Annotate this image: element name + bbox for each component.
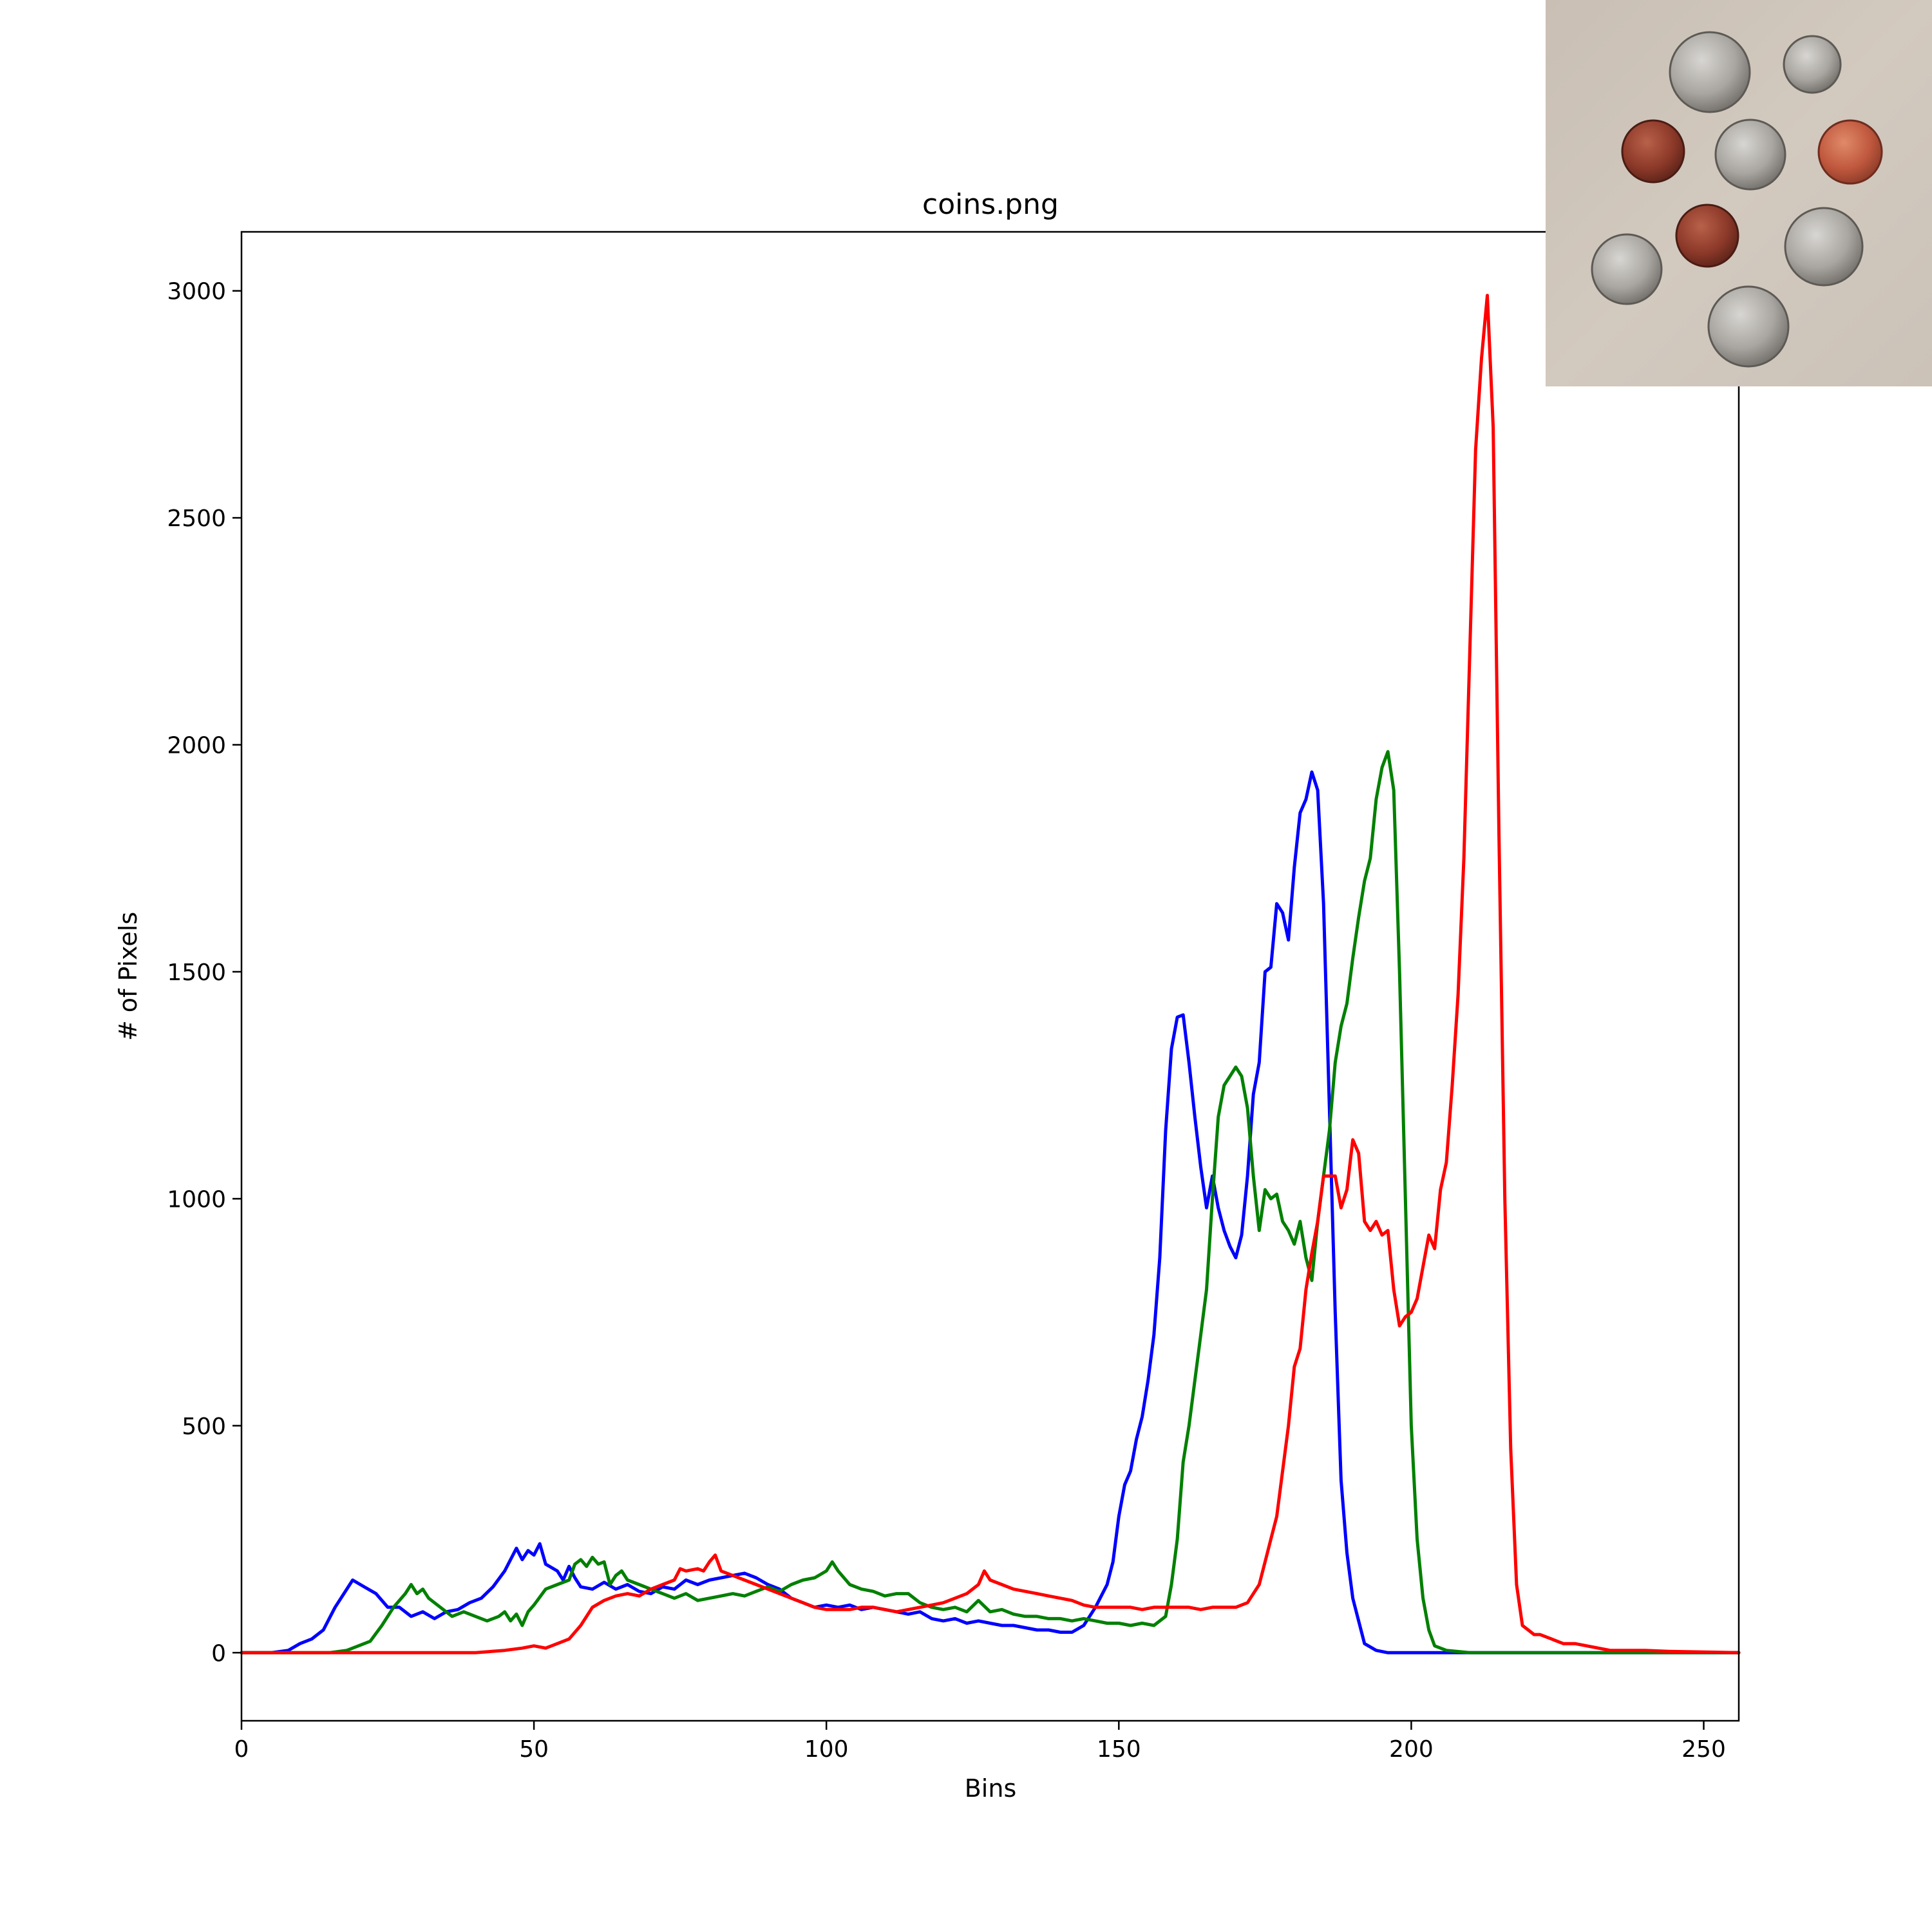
x-tick-label: 50 (519, 1736, 549, 1763)
y-tick-label: 1000 (167, 1186, 226, 1213)
coin-penny-center (1675, 204, 1739, 268)
x-tick-label: 250 (1681, 1736, 1726, 1763)
coin-quarter-bottom (1707, 285, 1790, 368)
series-layer (240, 294, 1741, 1654)
series-line-0 (240, 770, 1741, 1654)
x-tick-label: 100 (804, 1736, 849, 1763)
y-tick-label: 3000 (167, 279, 226, 305)
y-tick-label: 500 (182, 1414, 226, 1440)
coin-penny-left (1621, 119, 1685, 184)
x-axis-label: Bins (965, 1774, 1017, 1803)
coin-nickel-left (1591, 233, 1663, 305)
plot-area: 0 50 100 150 200 250 0 500 1000 1500 2000 2500 3000 (167, 231, 1741, 1763)
axes-frame (240, 231, 1740, 1722)
y-tick-label: 2500 (167, 506, 226, 532)
y-axis-label: # of Pixels (114, 912, 142, 1041)
y-tick-label: 2000 (167, 733, 226, 759)
coin-nickel-center (1714, 118, 1786, 191)
x-tick-label: 0 (234, 1736, 249, 1763)
x-tick-label: 200 (1389, 1736, 1434, 1763)
coin-dime-top (1783, 35, 1842, 94)
coins-photo-inset (1546, 0, 1932, 386)
coin-penny-right (1817, 119, 1883, 185)
chart-title: coins.png (922, 188, 1059, 221)
y-tick-label: 0 (211, 1640, 226, 1667)
y-tick-label: 1500 (167, 960, 226, 986)
coin-quarter-right (1784, 207, 1864, 287)
x-tick-label: 150 (1097, 1736, 1141, 1763)
coin-quarter-top (1669, 31, 1751, 113)
series-line-2 (240, 294, 1741, 1654)
y-axis-ticks: 0 500 1000 1500 2000 2500 3000 (167, 279, 242, 1667)
x-axis-ticks: 0 50 100 150 200 250 (234, 1721, 1726, 1763)
